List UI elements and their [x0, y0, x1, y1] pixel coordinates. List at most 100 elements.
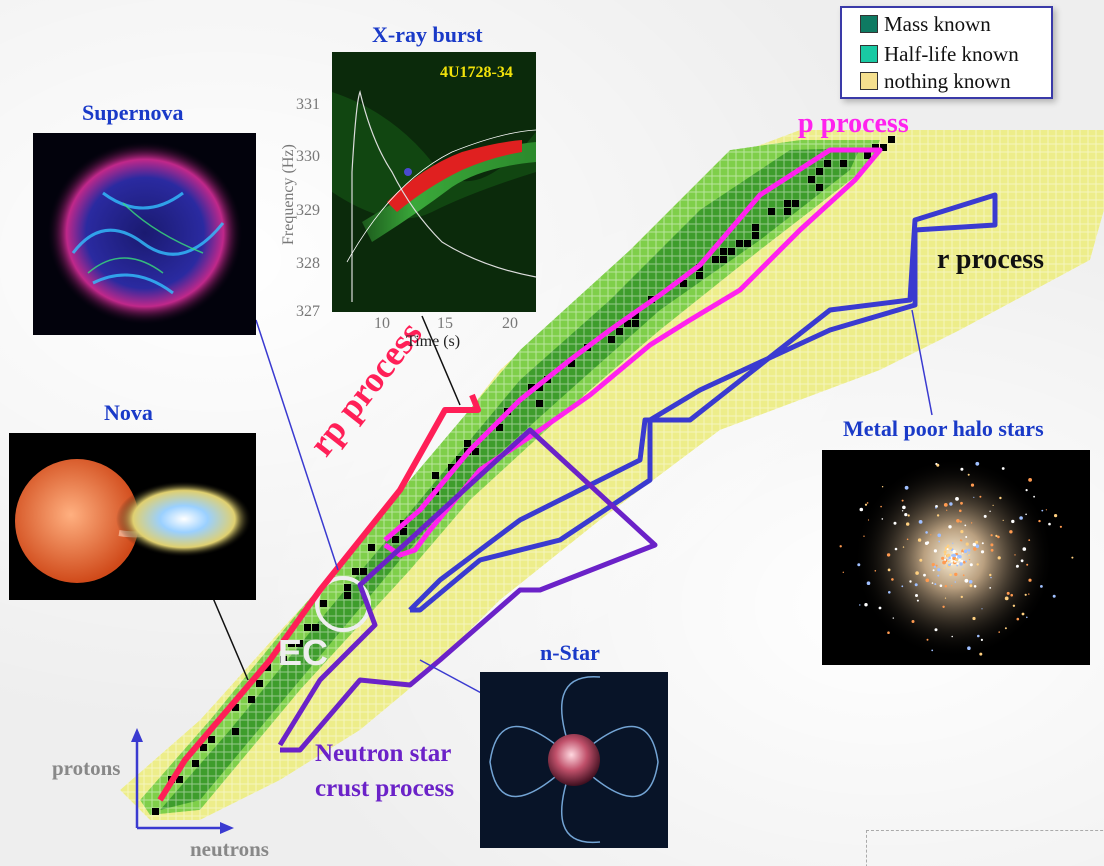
- halo-star: [894, 547, 898, 551]
- halo-star: [952, 560, 955, 563]
- stable-isotope-cell: [824, 160, 831, 167]
- halo-star: [1010, 593, 1013, 597]
- halo-star: [949, 547, 952, 550]
- stable-isotope-cell: [360, 568, 367, 575]
- halo-star: [951, 635, 953, 638]
- halo-star: [981, 542, 984, 545]
- stable-isotopes: [152, 136, 895, 815]
- xray-ytick-330: 330: [296, 148, 320, 165]
- stable-isotope-cell: [840, 160, 847, 167]
- halo-star: [981, 608, 983, 610]
- xray-xtick-20: 20: [502, 315, 518, 332]
- halo-star: [980, 638, 983, 641]
- halo-star: [954, 572, 958, 577]
- halo-star: [946, 548, 949, 551]
- halo-star: [864, 503, 868, 506]
- xray-ytick-328: 328: [296, 255, 320, 272]
- halo-star: [930, 534, 932, 536]
- halo-star: [914, 583, 918, 587]
- protons-label: protons: [52, 756, 121, 780]
- stable-isotope-cell: [392, 536, 399, 543]
- halo-star: [965, 536, 968, 538]
- halo-star: [949, 502, 953, 506]
- stable-isotope-cell: [720, 248, 727, 255]
- xray-ytick-327: 327: [296, 303, 320, 320]
- halo-star: [1012, 604, 1016, 607]
- legend-label-halflife-known: Half-life known: [884, 42, 1019, 66]
- neutrons-label: neutrons: [190, 837, 269, 861]
- halo-star: [1040, 585, 1043, 588]
- xray-connector: [421, 315, 461, 406]
- halo-star: [990, 548, 994, 552]
- halo-star: [1028, 593, 1030, 595]
- halo-star: [902, 505, 906, 510]
- halo-star: [1028, 478, 1032, 482]
- halo-star: [1002, 519, 1004, 521]
- halo-star: [943, 550, 947, 554]
- stable-isotope-cell: [192, 760, 199, 767]
- halo-star: [952, 556, 957, 561]
- xray-xtick-15: 15: [437, 315, 453, 332]
- ec-label: EC: [278, 632, 329, 673]
- stable-isotope-cell: [472, 448, 479, 455]
- halo-star: [942, 560, 946, 565]
- halo-star: [960, 501, 963, 505]
- halo-star: [904, 485, 909, 490]
- halo-star: [990, 576, 992, 579]
- halo-star: [931, 563, 935, 567]
- stable-isotope-cell: [784, 200, 791, 207]
- halo-star: [967, 553, 970, 555]
- halo-star: [949, 573, 952, 577]
- stable-isotope-cell: [792, 200, 799, 207]
- halo-star: [968, 558, 971, 561]
- halo-star: [952, 553, 956, 558]
- halo-star: [1024, 593, 1027, 596]
- stable-isotope-cell: [432, 472, 439, 479]
- halo-star: [963, 549, 968, 554]
- stable-isotope-cell: [368, 544, 375, 551]
- stable-isotope-cell: [152, 808, 159, 815]
- stable-isotope-cell: [712, 256, 719, 263]
- halo-star: [909, 580, 912, 583]
- supernova-title: Supernova: [82, 100, 184, 125]
- halo-star: [972, 616, 976, 621]
- stable-isotope-cell: [608, 336, 615, 343]
- stable-isotope-cell: [352, 568, 359, 575]
- stable-isotope-cell: [696, 272, 703, 279]
- halo-star: [1059, 525, 1062, 528]
- halo-star: [1048, 522, 1051, 526]
- halo-star: [919, 558, 923, 562]
- halo-star: [1045, 509, 1047, 511]
- halo-star: [915, 594, 918, 597]
- halo-star: [1004, 627, 1007, 630]
- stable-isotope-cell: [536, 400, 543, 407]
- stable-isotope-cell: [256, 680, 263, 687]
- halo-star: [857, 563, 861, 567]
- halo-star: [962, 568, 964, 571]
- halo-star: [866, 502, 869, 504]
- halo-star: [952, 542, 954, 544]
- halo-star: [1022, 547, 1027, 551]
- halo-star: [906, 538, 909, 541]
- stable-isotope-cell: [448, 464, 455, 471]
- halo-star: [901, 499, 904, 502]
- halo-star: [969, 563, 973, 567]
- halo-star: [952, 549, 956, 554]
- halo-star: [951, 563, 953, 566]
- halo-star: [911, 620, 915, 623]
- halo-image: [822, 450, 1090, 665]
- stable-isotope-cell: [232, 728, 239, 735]
- halo-star: [959, 562, 963, 566]
- halo-star: [935, 564, 938, 567]
- halo-star: [917, 538, 922, 542]
- stable-isotope-cell: [880, 144, 887, 151]
- legend: Mass known Half-life known nothing known: [840, 6, 1053, 99]
- halo-star: [926, 638, 929, 641]
- crust-process-label-line1: Neutron star: [315, 740, 452, 767]
- halo-star: [1025, 489, 1028, 492]
- halo-star: [936, 463, 940, 467]
- stable-isotope-cell: [768, 208, 775, 215]
- halo-star: [956, 519, 960, 523]
- halo-star: [1052, 594, 1056, 598]
- stable-isotope-cell: [208, 736, 215, 743]
